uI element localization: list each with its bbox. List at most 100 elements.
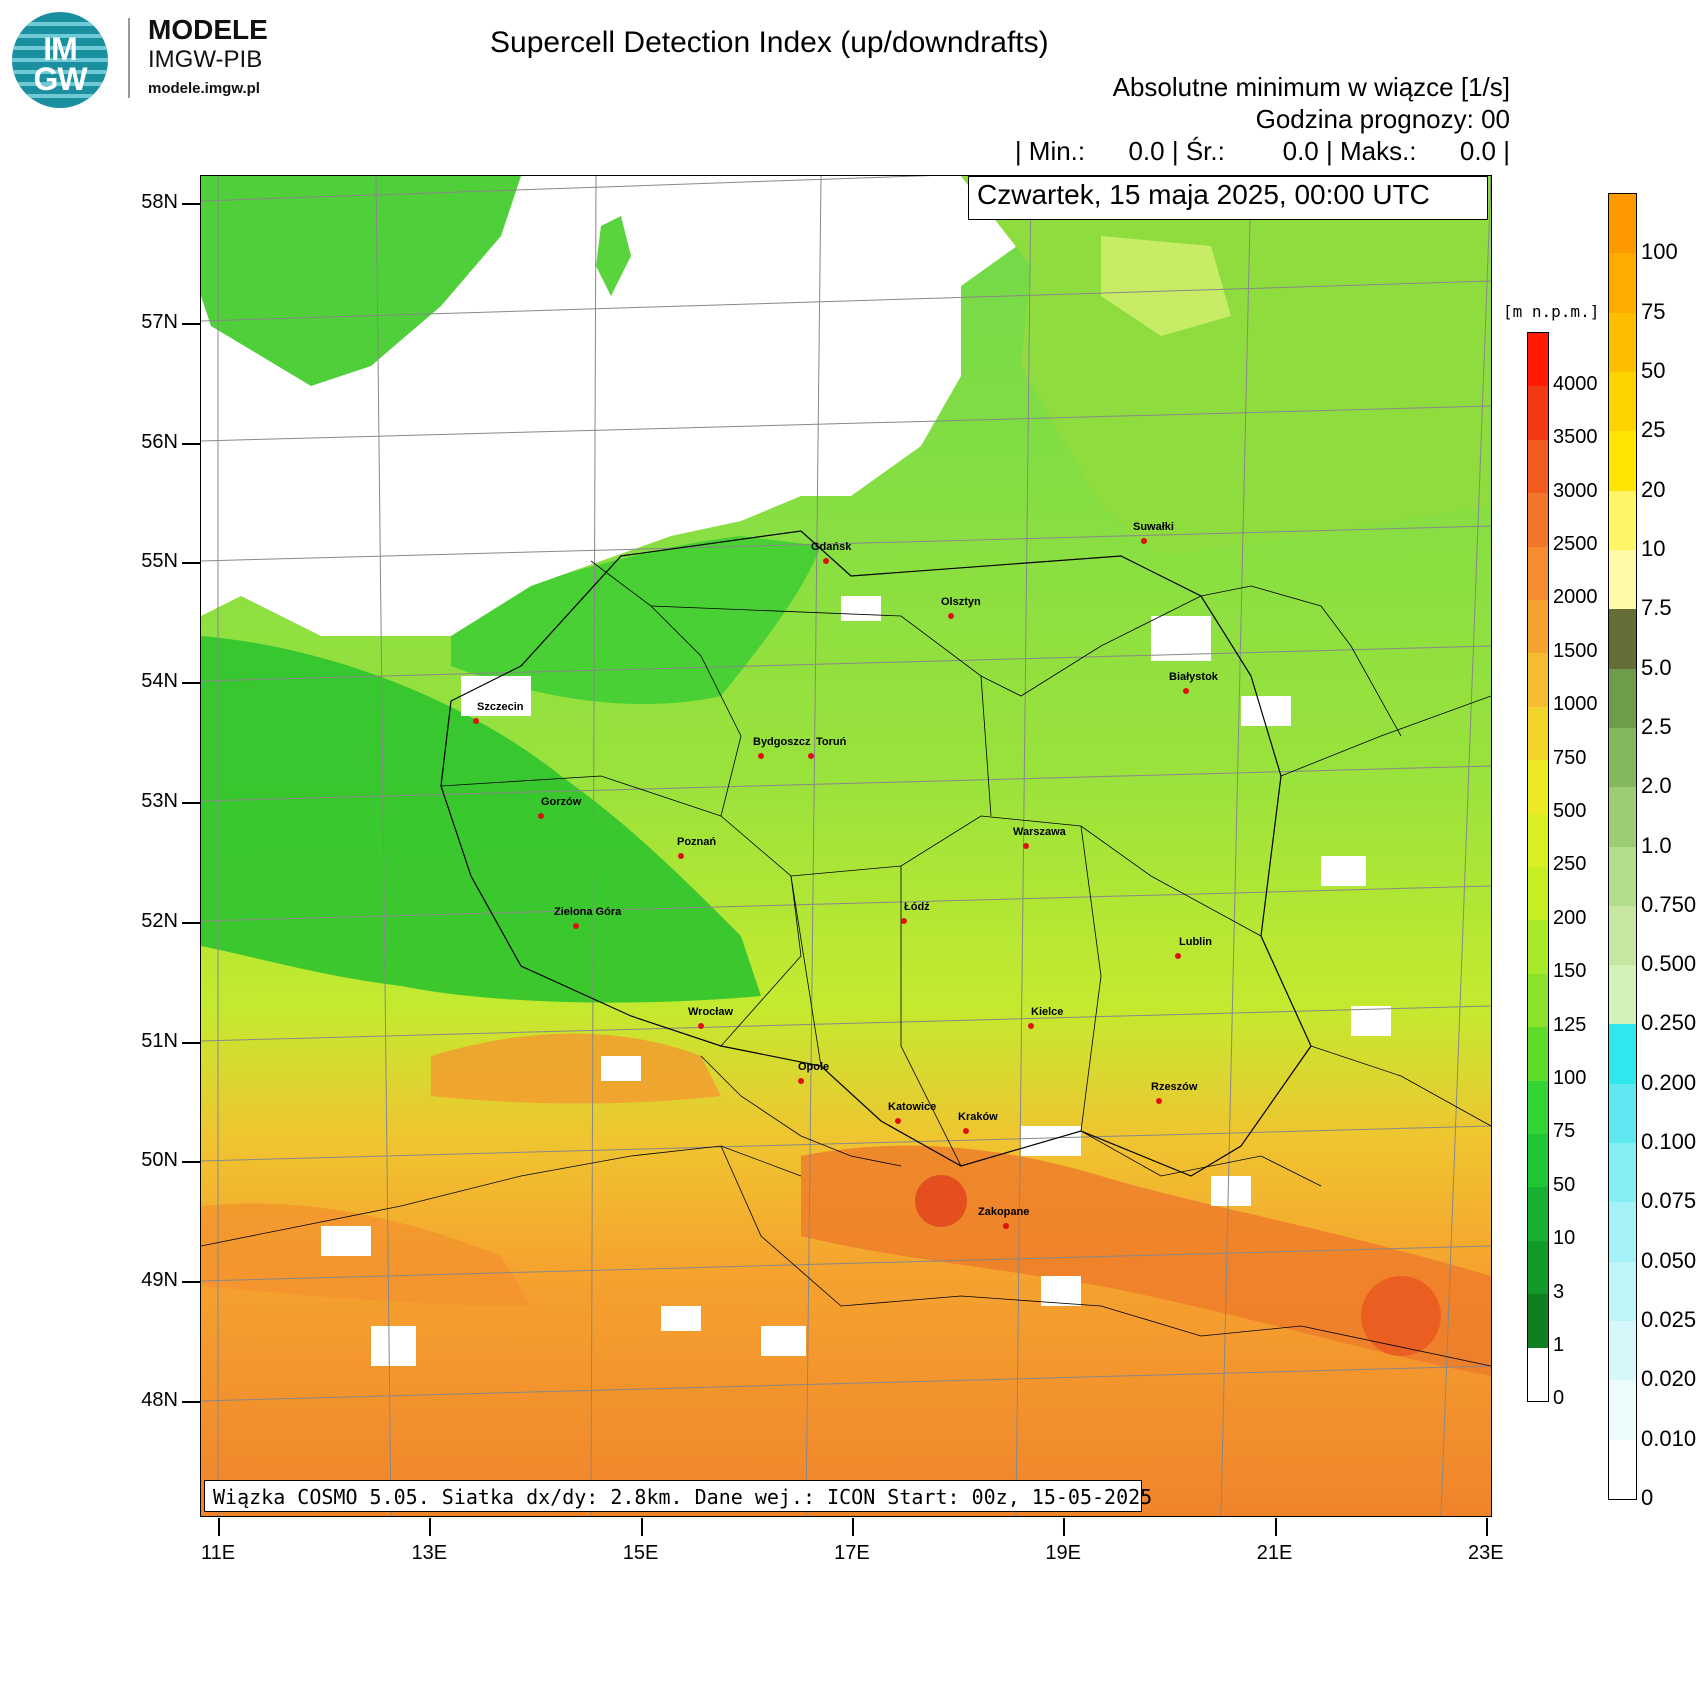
colorbar-label: 0.200: [1641, 1069, 1697, 1095]
city-label: Zakopane: [978, 1206, 1030, 1218]
city-dot-zakopane: [1003, 1223, 1009, 1229]
brand-subtitle: IMGW-PIB: [148, 46, 263, 73]
colorbar-segment: [1528, 973, 1548, 1028]
data-gaps: [321, 596, 1391, 1366]
city-dot-lodz: [901, 918, 907, 924]
city-dot-katowice: [895, 1118, 901, 1124]
colorbar-segment: [1528, 760, 1548, 815]
colorbar-segment: [1609, 668, 1636, 729]
colorbar-segment: [1528, 600, 1548, 654]
latitude-tick: [182, 682, 200, 685]
colorbar-label: 75: [1641, 298, 1666, 324]
colorbar-segment: [1609, 1321, 1636, 1381]
colorbar-label: 3000: [1553, 479, 1598, 502]
city-label: Toruń: [816, 736, 847, 748]
colorbar-segment: [1528, 439, 1548, 494]
colorbar-segment: [1609, 727, 1636, 788]
colorbar-segment: [1609, 787, 1636, 847]
colorbar-segment: [1609, 312, 1636, 373]
colorbar-segment: [1528, 653, 1548, 708]
colorbar-label: 10: [1553, 1227, 1576, 1250]
graticule: [201, 176, 1491, 1516]
latitude-label: 58N: [141, 191, 178, 213]
city-label: Olsztyn: [941, 596, 981, 608]
colorbar-label: 1000: [1553, 693, 1598, 716]
stats-line: | Min.: 0.0 | Śr.: 0.0 | Maks.: 0.0 |: [1014, 136, 1510, 166]
colorbar-label: 0.075: [1641, 1188, 1697, 1214]
latitude-label: 48N: [141, 1389, 178, 1411]
latitude-label: 56N: [141, 430, 178, 453]
city-label: Gorzów: [541, 796, 582, 808]
colorbar-label: 500: [1553, 799, 1587, 822]
colorbar-segment: [1528, 386, 1548, 441]
model-footer: Wiązka COSMO 5.05. Siatka dx/dy: 2.8km. …: [204, 1480, 1152, 1512]
city-dot-torun: [808, 753, 814, 759]
city-label: Bydgoszcz: [753, 736, 811, 748]
colorbar-label: 1.0: [1641, 832, 1672, 858]
latitude-tick: [182, 921, 200, 924]
terrain-unit-label: [m n.p.m.]: [1503, 302, 1600, 321]
latitude-tick: [182, 1041, 200, 1044]
longitude-label: 23E: [1468, 1542, 1504, 1564]
latitude-tick: [182, 322, 200, 325]
colorbar-segment: [1528, 1347, 1548, 1402]
colorbar-segment: [1528, 920, 1548, 975]
brand-url[interactable]: modele.imgw.pl: [148, 80, 260, 97]
city-dot-lublin: [1175, 953, 1181, 959]
latitude-label: 49N: [141, 1269, 178, 1292]
colorbar-label: 0.500: [1641, 951, 1697, 977]
city-dot-gdansk: [823, 558, 829, 564]
colorbar-label: 20: [1641, 476, 1666, 502]
sudetes: [431, 1033, 721, 1104]
lowland-west: [201, 636, 761, 1003]
latitude-tick: [182, 1401, 200, 1403]
colorbar-label: 7.5: [1641, 595, 1672, 621]
colorbar-segment: [1609, 1439, 1636, 1500]
terrain-colorbar: [1527, 332, 1549, 1402]
city-label: Wrocław: [688, 1006, 734, 1018]
longitude-label: 19E: [1045, 1542, 1081, 1564]
city-label: Opole: [798, 1061, 830, 1073]
city-dot-wroclaw: [698, 1023, 704, 1029]
colorbar-label: 0.010: [1641, 1425, 1697, 1451]
longitude-tick: [218, 1518, 220, 1536]
latitude-label: 50N: [141, 1149, 178, 1172]
latitude-tick: [182, 802, 200, 804]
map-panel[interactable]: Gdańsk Olsztyn Suwałki Białystok Szczeci…: [200, 175, 1492, 1517]
valid-date: Czwartek, 15 maja 2025, 00:00 UTC: [968, 176, 1488, 220]
colorbar-label: 0: [1641, 1485, 1654, 1511]
colorbar-segment: [1609, 965, 1636, 1025]
city-label: Gdańsk: [811, 541, 852, 553]
colorbar-label: 50: [1641, 357, 1666, 383]
colorbar-label: 75: [1553, 1120, 1576, 1143]
city-label: Rzeszów: [1151, 1081, 1198, 1093]
latitude-tick: [182, 442, 200, 445]
lowland-northwest: [451, 536, 821, 705]
city-dot-olsztyn: [948, 613, 954, 619]
index-colorbar: [1608, 193, 1637, 1500]
city-label: Kraków: [958, 1111, 998, 1123]
colorbar-label: 0.100: [1641, 1129, 1697, 1155]
colorbar-segment: [1528, 1187, 1548, 1242]
voivodeship-borders: [440, 560, 1262, 1167]
baltics-coast: [961, 176, 1491, 556]
colorbar-label: 125: [1553, 1013, 1587, 1036]
latitude-label: 57N: [141, 310, 178, 333]
longitude-label: 11E: [200, 1542, 236, 1564]
city-dot-bydgoszcz: [758, 753, 764, 759]
colorbar-label: 0.750: [1641, 891, 1697, 917]
colorbar-segment: [1528, 813, 1548, 868]
imgw-logo-icon: [12, 12, 108, 108]
colorbar-label: 2000: [1553, 586, 1598, 609]
latitude-tick: [182, 1161, 200, 1164]
longitude-label: 17E: [834, 1542, 870, 1564]
colorbar-segment: [1528, 706, 1548, 761]
colorbar-label: 1500: [1553, 639, 1598, 662]
forecast-hour: Godzina prognozy: 00: [1255, 104, 1510, 134]
colorbar-label: 1: [1553, 1333, 1565, 1356]
colorbar-segment: [1528, 1294, 1548, 1349]
chart-title: Supercell Detection Index (up/downdrafts…: [490, 26, 1049, 59]
gulf-of-riga: [1101, 236, 1231, 336]
city-dot-rzeszow: [1156, 1098, 1162, 1104]
city-dot-zielona-gora: [573, 923, 579, 929]
